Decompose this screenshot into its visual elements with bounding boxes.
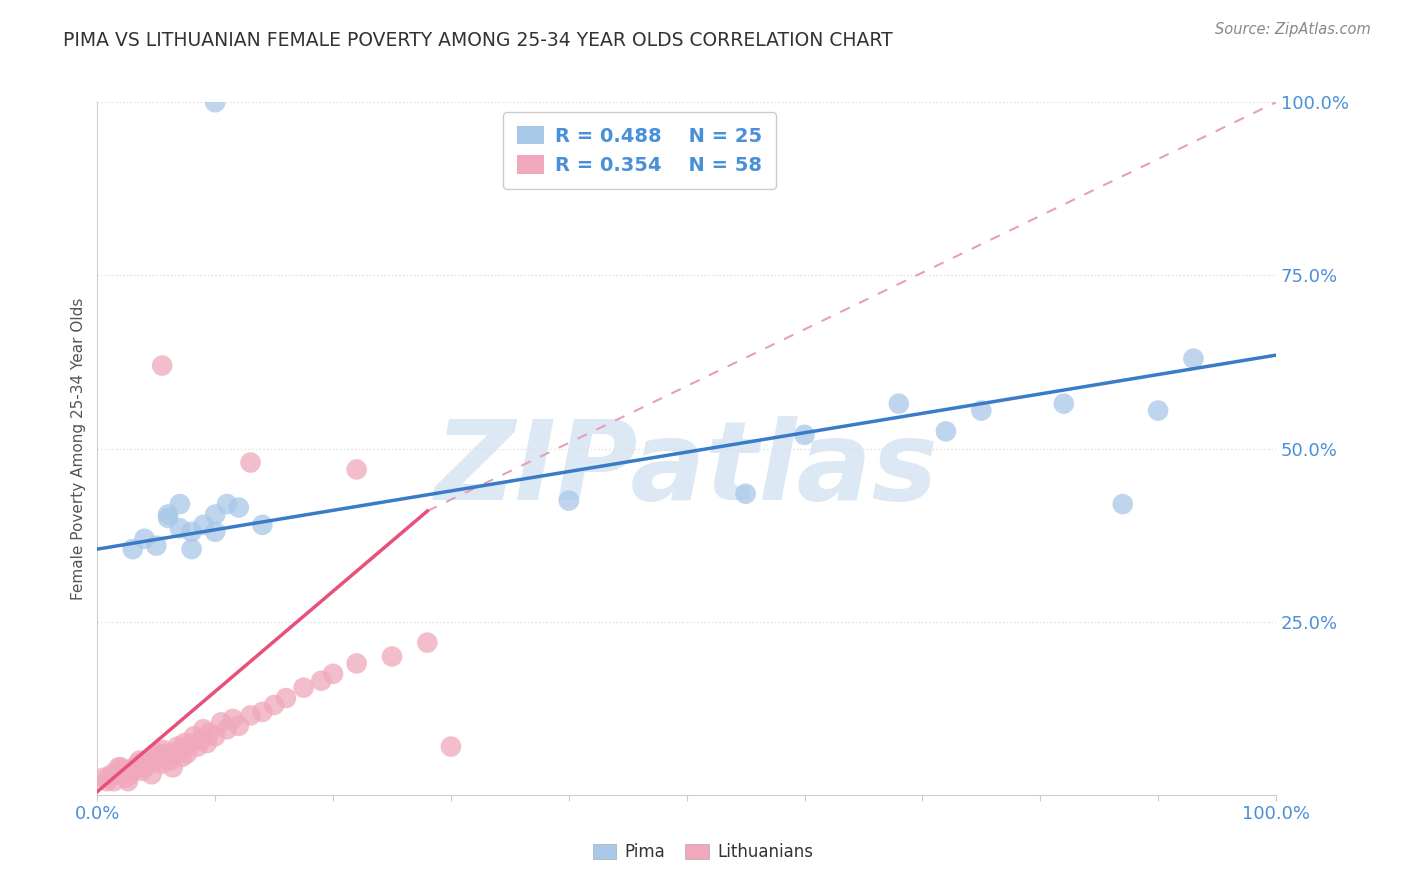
Point — [120, 767, 142, 781]
Point — [1112, 497, 1135, 511]
Point — [114, 771, 136, 785]
Point — [155, 747, 177, 761]
Point — [127, 756, 149, 771]
Point — [204, 729, 226, 743]
Point — [186, 739, 208, 754]
Point — [103, 774, 125, 789]
Point — [558, 493, 581, 508]
Point — [148, 753, 170, 767]
Point — [215, 497, 238, 511]
Point — [96, 774, 118, 789]
Point — [134, 760, 156, 774]
Point — [180, 524, 202, 539]
Point — [1147, 403, 1170, 417]
Point — [381, 649, 404, 664]
Point — [252, 705, 274, 719]
Text: ZIPatlas: ZIPatlas — [434, 416, 939, 523]
Point — [150, 359, 173, 373]
Point — [131, 764, 153, 778]
Point — [193, 517, 215, 532]
Point — [128, 753, 150, 767]
Point — [180, 736, 202, 750]
Point — [169, 521, 191, 535]
Point — [346, 657, 368, 671]
Point — [141, 767, 163, 781]
Point — [292, 681, 315, 695]
Point — [157, 508, 180, 522]
Point — [239, 456, 262, 470]
Point — [183, 729, 205, 743]
Point — [239, 708, 262, 723]
Point — [935, 425, 957, 439]
Legend: R = 0.488    N = 25, R = 0.354    N = 58: R = 0.488 N = 25, R = 0.354 N = 58 — [503, 112, 776, 189]
Point — [190, 732, 212, 747]
Point — [169, 497, 191, 511]
Point — [112, 764, 135, 778]
Point — [228, 500, 250, 515]
Point — [193, 723, 215, 737]
Point — [145, 539, 167, 553]
Text: PIMA VS LITHUANIAN FEMALE POVERTY AMONG 25-34 YEAR OLDS CORRELATION CHART: PIMA VS LITHUANIAN FEMALE POVERTY AMONG … — [63, 31, 893, 50]
Point — [121, 764, 143, 778]
Point — [252, 517, 274, 532]
Point — [105, 767, 128, 781]
Point — [204, 95, 226, 110]
Point — [346, 462, 368, 476]
Point — [100, 767, 122, 781]
Point — [145, 747, 167, 761]
Point — [440, 739, 463, 754]
Point — [793, 427, 815, 442]
Point — [117, 774, 139, 789]
Point — [173, 736, 195, 750]
Text: Source: ZipAtlas.com: Source: ZipAtlas.com — [1215, 22, 1371, 37]
Point — [1182, 351, 1205, 366]
Point — [150, 756, 173, 771]
Point — [215, 723, 238, 737]
Point — [734, 486, 756, 500]
Point — [970, 403, 993, 417]
Point — [274, 691, 297, 706]
Point — [180, 542, 202, 557]
Point — [887, 397, 910, 411]
Point — [142, 750, 165, 764]
Point — [198, 725, 221, 739]
Point — [157, 511, 180, 525]
Point — [159, 753, 181, 767]
Point — [263, 698, 285, 712]
Point — [157, 750, 180, 764]
Point — [176, 747, 198, 761]
Point — [311, 673, 333, 688]
Point — [209, 715, 232, 730]
Point — [416, 635, 439, 649]
Point — [162, 760, 184, 774]
Point — [1053, 397, 1076, 411]
Point — [98, 771, 121, 785]
Point — [204, 508, 226, 522]
Point — [134, 532, 156, 546]
Point — [152, 743, 174, 757]
Point — [138, 756, 160, 771]
Legend: Pima, Lithuanians: Pima, Lithuanians — [586, 837, 820, 868]
Point — [228, 719, 250, 733]
Point — [135, 753, 157, 767]
Point — [172, 750, 194, 764]
Point — [124, 760, 146, 774]
Point — [165, 747, 187, 761]
Point — [169, 743, 191, 757]
Point — [91, 771, 114, 785]
Point — [204, 524, 226, 539]
Point — [166, 739, 188, 754]
Point — [110, 760, 132, 774]
Point — [195, 736, 218, 750]
Point — [222, 712, 245, 726]
Point — [107, 760, 129, 774]
Point — [121, 542, 143, 557]
Y-axis label: Female Poverty Among 25-34 Year Olds: Female Poverty Among 25-34 Year Olds — [72, 298, 86, 599]
Point — [322, 666, 344, 681]
